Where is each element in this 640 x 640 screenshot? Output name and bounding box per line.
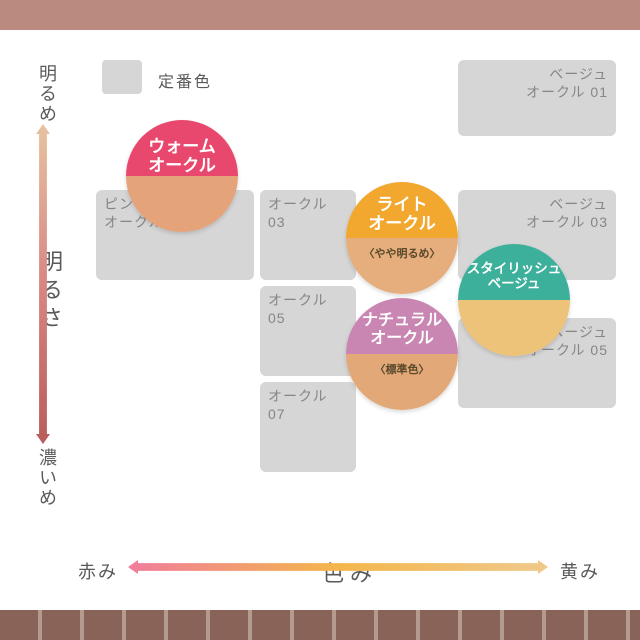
cell-line-1: ベージュ [466,196,608,214]
bubble-label: ライトオークル [346,196,458,233]
bubble-label: ナチュラルオークル [346,312,458,347]
axis-tone-red: 赤み [78,558,118,584]
cell-line-2: オークル 03 [466,214,608,232]
bubble-bottom-half [126,176,238,232]
bubble-sublabel: 〈やや明るめ〉 [346,248,458,260]
frame-bar-top [0,0,640,30]
axis-tone-yellow: 黄み [560,558,600,584]
cell-line-2: 07 [268,406,348,424]
cell-line-2: 03 [268,214,348,232]
highlight-bubble: ウォームオークル [126,120,238,232]
bubble-bottom-half [346,238,458,294]
bubble-label-line-1: ナチュラル [346,312,458,330]
bubble-label: ウォームオークル [126,138,238,175]
cell-line-1: ベージュ [466,66,608,84]
bubble-label-line-2: オークル [126,157,238,176]
standard-shade-cell: ベージュオークル 01 [458,60,616,136]
bubble-sublabel: 〈標準色〉 [346,364,458,376]
legend-label: 定番色 [158,68,212,92]
bubble-label-line-1: ウォーム [126,138,238,157]
shade-map: 定番色 明るめ 明るさ 濃いめ 赤み 色み 黄み ピンクオークル 03オークル0… [0,0,640,640]
standard-shade-cell: オークル07 [260,382,356,472]
bubble-bottom-half [346,354,458,410]
axis-brightness-arrow [36,124,50,444]
axis-brightness-bright: 明るめ [34,64,60,124]
bubble-bottom-half [458,300,570,356]
axis-brightness-dark: 濃いめ [34,448,60,508]
bubble-label: スタイリッシュベージュ [458,262,570,292]
legend-swatch [102,60,142,94]
highlight-bubble: ライトオークル〈やや明るめ〉 [346,182,458,294]
bubble-label-line-1: ライト [346,196,458,215]
bubble-label-line-2: オークル [346,330,458,348]
highlight-bubble: スタイリッシュベージュ [458,244,570,356]
standard-shade-cell: オークル03 [260,190,356,280]
frame-bar-bottom [0,610,640,640]
cell-line-1: オークル [268,196,348,214]
cell-line-2: オークル 01 [466,84,608,102]
bubble-label-line-1: スタイリッシュ [458,262,570,277]
cell-line-2: 05 [268,310,348,328]
axis-tone-arrow [128,560,548,574]
cell-line-1: オークル [268,292,348,310]
bubble-label-line-2: ベージュ [458,277,570,292]
standard-shade-cell: オークル05 [260,286,356,376]
highlight-bubble: ナチュラルオークル〈標準色〉 [346,298,458,410]
cell-line-1: オークル [268,388,348,406]
bubble-label-line-2: オークル [346,215,458,234]
